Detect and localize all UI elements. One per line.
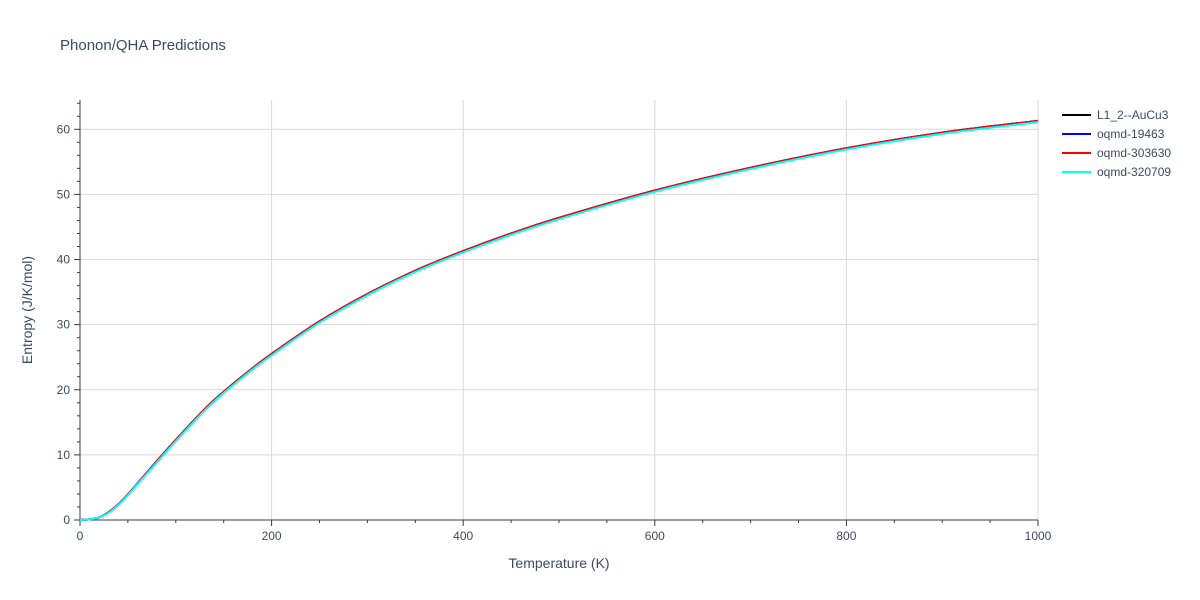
legend-label: oqmd-320709	[1097, 165, 1171, 179]
tick-labels: 0 200 400 600 800 1000 0 10 20 30 40 50 60	[57, 122, 1052, 543]
series-line-0	[79, 119, 1039, 521]
chart-title: Phonon/QHA Predictions	[60, 37, 226, 54]
legend-item-1[interactable]: oqmd-19463	[1062, 127, 1165, 141]
legend-item-2[interactable]: oqmd-303630	[1062, 146, 1171, 160]
y-tick-label: 10	[57, 448, 71, 462]
series-line-3	[79, 121, 1039, 521]
legend-item-3[interactable]: oqmd-320709	[1062, 165, 1171, 179]
gridlines	[80, 100, 1039, 520]
x-axis-label: Temperature (K)	[508, 555, 609, 571]
y-tick-label: 0	[63, 513, 70, 527]
x-tick-label: 800	[836, 529, 856, 543]
legend-label: L1_2--AuCu3	[1097, 108, 1169, 122]
legend-item-0[interactable]: L1_2--AuCu3	[1062, 108, 1169, 122]
y-tick-label: 50	[57, 187, 71, 201]
x-tick-label: 200	[262, 529, 282, 543]
series-lines	[79, 119, 1039, 521]
x-tick-label: 1000	[1025, 529, 1052, 543]
series-line-1	[79, 119, 1039, 521]
y-tick-label: 30	[57, 318, 71, 332]
series-line-2	[79, 119, 1039, 521]
legend-label: oqmd-303630	[1097, 146, 1171, 160]
y-tick-label: 20	[57, 383, 71, 397]
y-tick-label: 40	[57, 253, 71, 267]
x-tick-label: 600	[645, 529, 665, 543]
x-tick-label: 400	[453, 529, 473, 543]
axes	[74, 100, 1039, 526]
y-axis-label: Entropy (J/K/mol)	[19, 256, 35, 364]
legend[interactable]: L1_2--AuCu3 oqmd-19463 oqmd-303630 oqmd-320…	[1062, 108, 1171, 179]
x-tick-label: 0	[77, 529, 84, 543]
legend-label: oqmd-19463	[1097, 127, 1165, 141]
y-tick-label: 60	[57, 122, 71, 136]
